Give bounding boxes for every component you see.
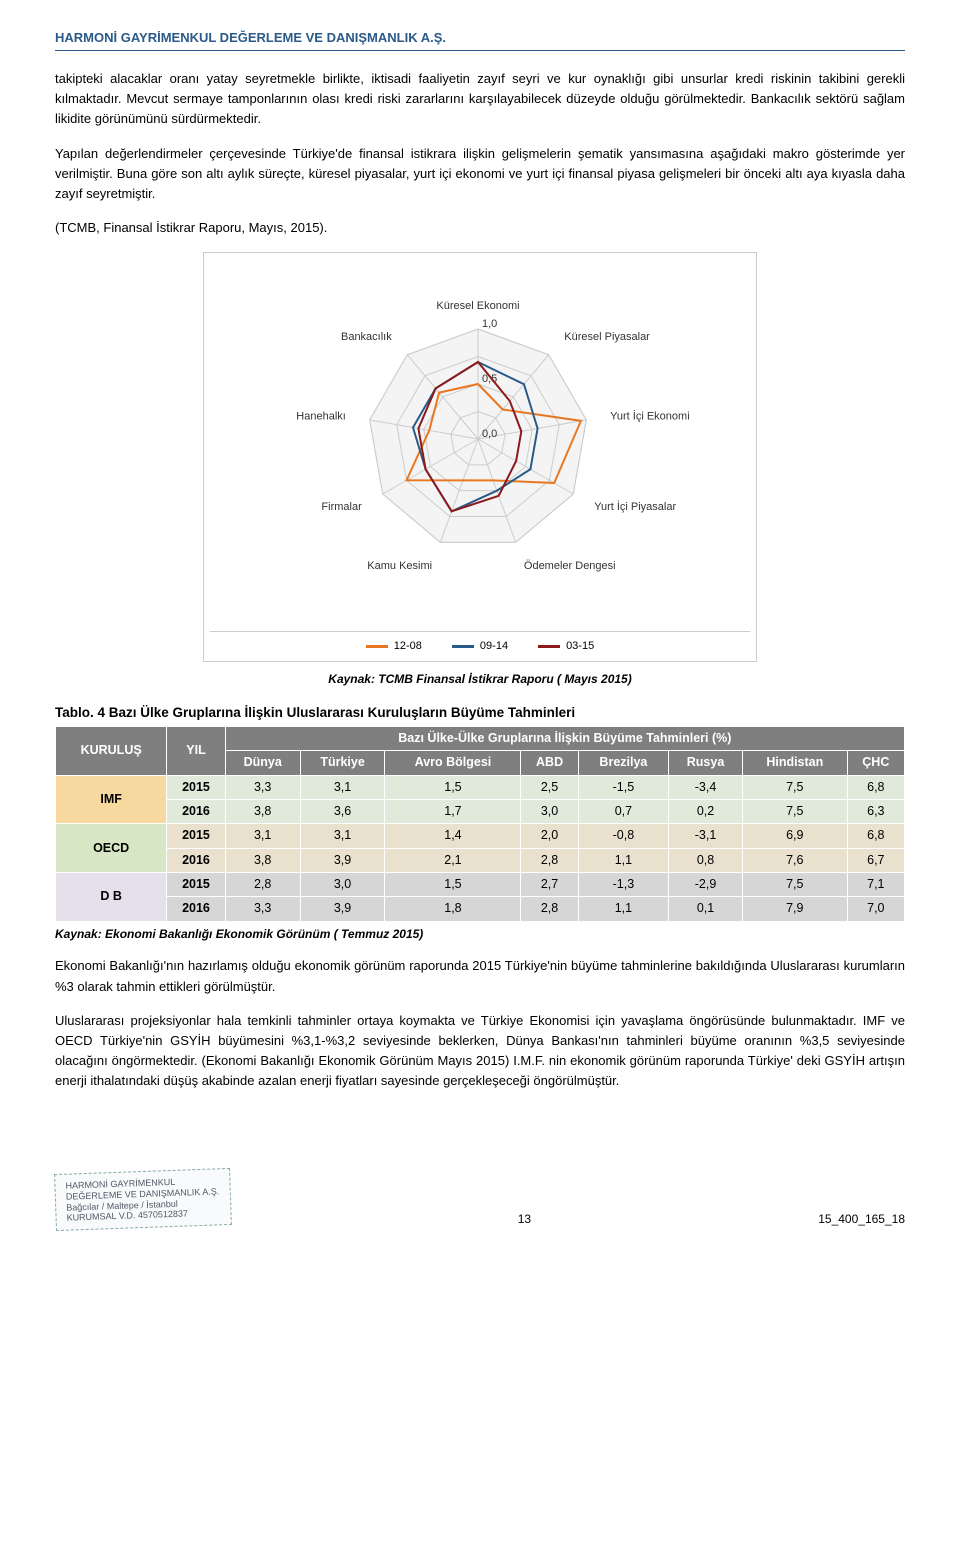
svg-text:Firmalar: Firmalar [321, 501, 362, 513]
svg-text:0,0: 0,0 [482, 428, 497, 440]
legend-item: 12-08 [366, 638, 422, 655]
svg-text:Hanehalkı: Hanehalkı [296, 411, 346, 423]
company-stamp: HARMONİ GAYRİMENKULDEĞERLEME VE DANIŞMAN… [54, 1168, 231, 1231]
svg-text:1,0: 1,0 [482, 318, 497, 330]
radar-legend: 12-08 09-14 03-15 [210, 631, 750, 655]
svg-text:Bankacılık: Bankacılık [341, 331, 392, 343]
table-title: Tablo. 4 Bazı Ülke Gruplarına İlişkin Ul… [55, 703, 905, 724]
page-number: 13 [231, 1210, 819, 1229]
svg-text:Yurt İçi Piyasalar: Yurt İçi Piyasalar [594, 500, 676, 513]
radar-caption: Kaynak: TCMB Finansal İstikrar Raporu ( … [55, 670, 905, 689]
paragraph-4: Ekonomi Bakanlığı'nın hazırlamış olduğu … [55, 956, 905, 996]
page-footer: HARMONİ GAYRİMENKULDEĞERLEME VE DANIŞMAN… [55, 1171, 905, 1228]
page-header: HARMONİ GAYRİMENKUL DEĞERLEME VE DANIŞMA… [55, 28, 905, 51]
svg-text:Küresel Piyasalar: Küresel Piyasalar [564, 331, 650, 343]
svg-text:Küresel Ekonomi: Küresel Ekonomi [436, 300, 519, 312]
table-source: Kaynak: Ekonomi Bakanlığı Ekonomik Görün… [55, 925, 905, 944]
paragraph-3: (TCMB, Finansal İstikrar Raporu, Mayıs, … [55, 218, 905, 238]
growth-table: KURULUŞYILBazı Ülke-Ülke Gruplarına İliş… [55, 726, 905, 922]
legend-item: 03-15 [538, 638, 594, 655]
paragraph-1: takipteki alacaklar oranı yatay seyretme… [55, 69, 905, 129]
legend-item: 09-14 [452, 638, 508, 655]
doc-reference: 15_400_165_18 [818, 1210, 905, 1229]
paragraph-2: Yapılan değerlendirmeler çerçevesinde Tü… [55, 144, 905, 204]
radar-chart: 1,00,50,0Küresel EkonomiKüresel Piyasala… [203, 252, 757, 662]
svg-text:Yurt İçi Ekonomi: Yurt İçi Ekonomi [610, 410, 689, 423]
svg-text:Ödemeler Dengesi: Ödemeler Dengesi [524, 560, 616, 572]
paragraph-5: Uluslararası projeksiyonlar hala temkinl… [55, 1011, 905, 1092]
svg-text:Kamu Kesimi: Kamu Kesimi [367, 560, 432, 572]
